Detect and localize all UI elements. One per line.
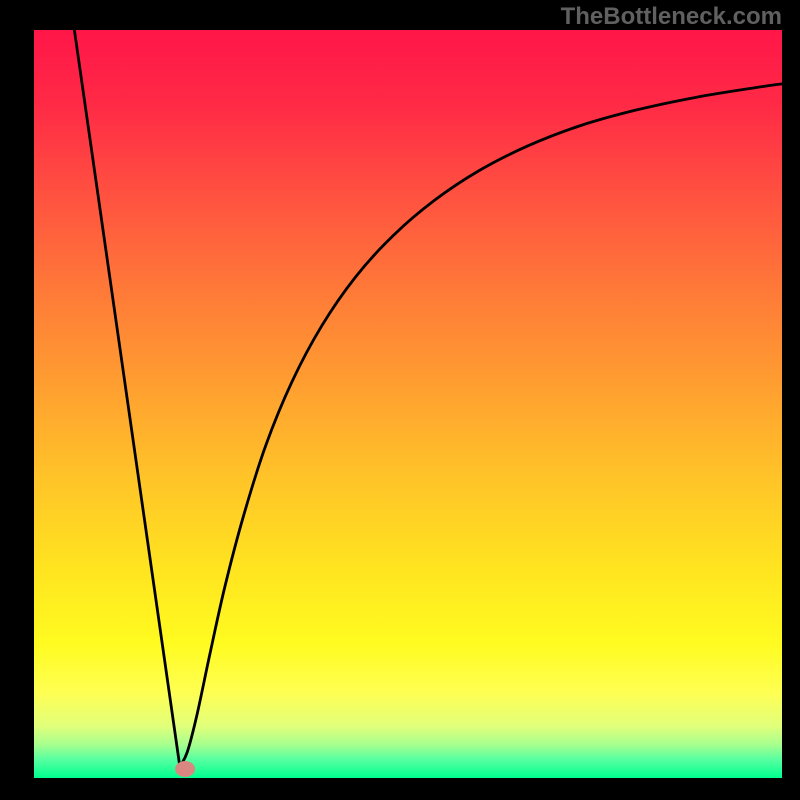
plot-area	[34, 30, 782, 778]
gradient-background	[34, 30, 782, 778]
minimum-marker	[175, 761, 195, 777]
plot-svg	[34, 30, 782, 778]
chart-frame: TheBottleneck.com	[0, 0, 800, 800]
watermark-label: TheBottleneck.com	[561, 3, 782, 31]
